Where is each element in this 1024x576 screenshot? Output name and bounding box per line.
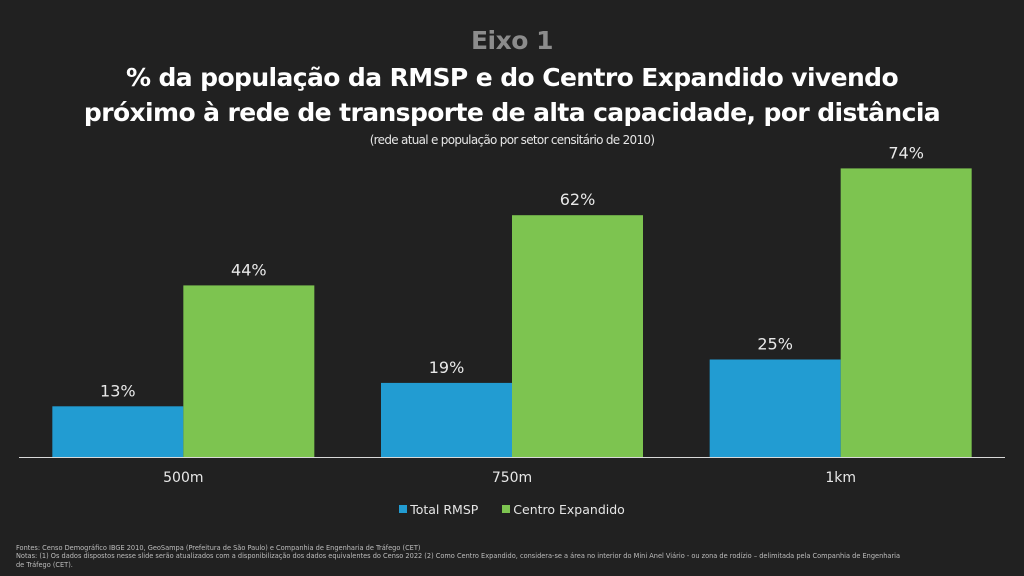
legend-label: Centro Expandido [513, 501, 625, 517]
legend-item-total-rmsp: Total RMSP [399, 502, 478, 517]
chart-title-line-2: próximo à rede de transporte de alta cap… [83, 98, 941, 127]
sources-note: Fontes: Censo Demográfico IBGE 2010, Geo… [16, 544, 421, 552]
bar-centro-expandido-500m [183, 285, 315, 457]
legend-swatch-total-rmsp [399, 505, 408, 513]
data-label: 19% [429, 358, 465, 377]
data-label: 44% [231, 260, 267, 279]
x-tick-label: 500m [163, 470, 203, 486]
footnotes: Fontes: Censo Demográfico IBGE 2010, Geo… [16, 544, 1016, 569]
chart-title-line-1: % da população da RMSP e do Centro Expan… [125, 63, 899, 92]
section-label: Eixo 1 [470, 26, 554, 55]
legend-swatch-centro-expandido [502, 505, 511, 513]
legend-item-centro-expandido: Centro Expandido [502, 502, 625, 517]
bar-centro-expandido-750m [512, 215, 643, 457]
x-tick-label: 750m [492, 470, 532, 486]
bar-total-rmsp-500m [52, 406, 184, 457]
notes-line-2: de Tráfego (CET). [16, 560, 73, 569]
data-label: 74% [888, 143, 924, 162]
bar-total-rmsp-750m [381, 382, 512, 457]
data-label: 13% [100, 381, 136, 400]
x-tick-label: 1km [825, 470, 856, 486]
legend: Total RMSP Centro Expandido [0, 501, 1024, 517]
notes-line-1: Notas: (1) Os dados dispostos nesse slid… [16, 552, 901, 561]
chart-title: % da população da RMSP e do Centro Expan… [0, 60, 1024, 130]
bar-centro-expandido-1km [840, 168, 972, 457]
data-label: 25% [757, 335, 793, 354]
chart-subtitle: (rede atual e população por setor censit… [369, 133, 655, 147]
data-label: 62% [560, 190, 596, 209]
legend-label: Total RMSP [410, 501, 479, 517]
bar-total-rmsp-1km [709, 359, 841, 457]
